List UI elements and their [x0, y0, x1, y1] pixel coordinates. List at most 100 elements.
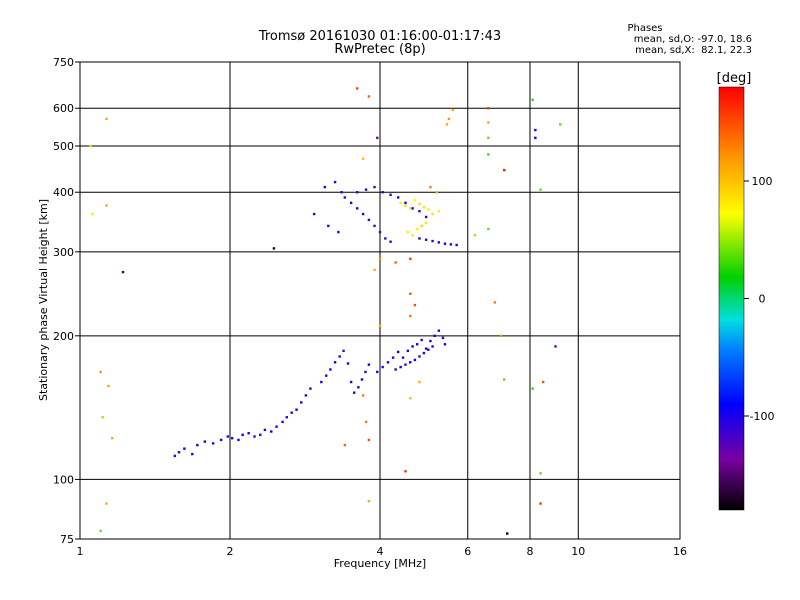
- data-point: [177, 451, 181, 454]
- data-point: [105, 502, 108, 505]
- data-point: [342, 349, 345, 353]
- data-point: [247, 431, 250, 435]
- data-point: [309, 387, 312, 390]
- data-point: [541, 380, 545, 384]
- data-point: [389, 240, 392, 243]
- data-point: [539, 502, 542, 505]
- data-point: [121, 270, 125, 274]
- data-point: [272, 247, 276, 250]
- data-point: [409, 292, 412, 295]
- data-point: [429, 185, 432, 189]
- data-point: [337, 230, 340, 234]
- data-point: [409, 361, 412, 364]
- data-point: [418, 237, 421, 240]
- data-point: [401, 356, 405, 359]
- chart-title: Tromsø 20161030 01:16:00-01:17:43: [258, 29, 501, 44]
- data-point: [413, 198, 417, 202]
- x-tick-label: 1: [77, 545, 84, 558]
- data-point: [431, 345, 434, 348]
- data-point: [329, 368, 332, 371]
- y-axis-ticks: 75 100 200 300 400 500 600 750: [53, 56, 80, 546]
- data-point: [355, 207, 359, 210]
- data-point: [455, 243, 458, 247]
- data-point: [441, 336, 445, 340]
- data-point: [433, 334, 436, 338]
- data-point: [505, 532, 509, 535]
- data-point: [399, 365, 402, 369]
- data-point: [418, 202, 421, 206]
- colorbar-ticks: 100 0 -100: [744, 175, 774, 423]
- data-point: [411, 207, 414, 210]
- data-point: [424, 238, 428, 241]
- data-point: [404, 204, 407, 207]
- data-point: [338, 355, 341, 358]
- data-point: [105, 204, 108, 207]
- data-point: [373, 268, 376, 272]
- data-point: [203, 440, 206, 443]
- data-point: [364, 370, 367, 374]
- data-point: [101, 416, 104, 419]
- data-point: [343, 196, 347, 199]
- data-point: [534, 136, 537, 140]
- data-point: [376, 136, 379, 140]
- colorbar: [718, 86, 745, 511]
- data-point: [427, 208, 430, 211]
- data-point: [381, 365, 384, 369]
- data-point: [437, 329, 441, 332]
- data-point: [389, 193, 392, 197]
- data-point: [253, 435, 256, 438]
- data-point: [312, 212, 316, 216]
- data-point: [409, 314, 412, 318]
- data-point: [361, 157, 365, 161]
- data-point: [399, 201, 402, 205]
- data-point: [404, 201, 407, 205]
- plot-frame: [79, 61, 681, 540]
- data-point: [99, 370, 102, 374]
- data-point: [349, 380, 353, 384]
- data-point: [304, 394, 308, 397]
- data-point: [534, 128, 537, 132]
- x-tick-label: 6: [464, 545, 471, 558]
- data-point: [352, 391, 356, 394]
- data-point: [241, 433, 244, 437]
- data-point: [445, 123, 449, 126]
- data-point: [404, 363, 407, 366]
- data-point: [91, 212, 94, 216]
- data-point: [406, 230, 410, 234]
- data-point: [364, 188, 368, 191]
- data-point: [493, 301, 497, 304]
- colorbar-tick-label: 100: [752, 175, 773, 188]
- data-point: [443, 242, 447, 245]
- data-point: [373, 224, 376, 228]
- data-point: [435, 191, 438, 194]
- data-point: [404, 470, 407, 473]
- data-point: [367, 363, 371, 366]
- data-point: [386, 361, 390, 364]
- data-point: [427, 348, 430, 351]
- data-point: [396, 350, 400, 354]
- data-point: [173, 454, 177, 458]
- data-point: [394, 368, 397, 371]
- data-point: [367, 438, 371, 442]
- data-point: [259, 433, 262, 437]
- data-point: [431, 239, 434, 243]
- data-point: [349, 201, 353, 205]
- phases-o-stats: mean, sd,O: -97.0, 18.6: [634, 34, 752, 45]
- data-point: [89, 144, 92, 148]
- data-point: [473, 234, 477, 237]
- data-point: [367, 95, 371, 98]
- data-point: [325, 374, 328, 377]
- data-point: [364, 420, 368, 424]
- data-points: [89, 87, 562, 535]
- data-point: [420, 224, 423, 228]
- data-point: [424, 221, 428, 225]
- data-point: [107, 384, 110, 388]
- colorbar-tick-label: -100: [750, 410, 775, 423]
- data-point: [191, 452, 194, 456]
- chart-subtitle: RwPretec (8p): [334, 42, 425, 57]
- data-point: [502, 168, 506, 172]
- data-point: [290, 411, 293, 414]
- data-point: [320, 380, 323, 384]
- data-point: [237, 438, 240, 442]
- data-point: [394, 261, 397, 264]
